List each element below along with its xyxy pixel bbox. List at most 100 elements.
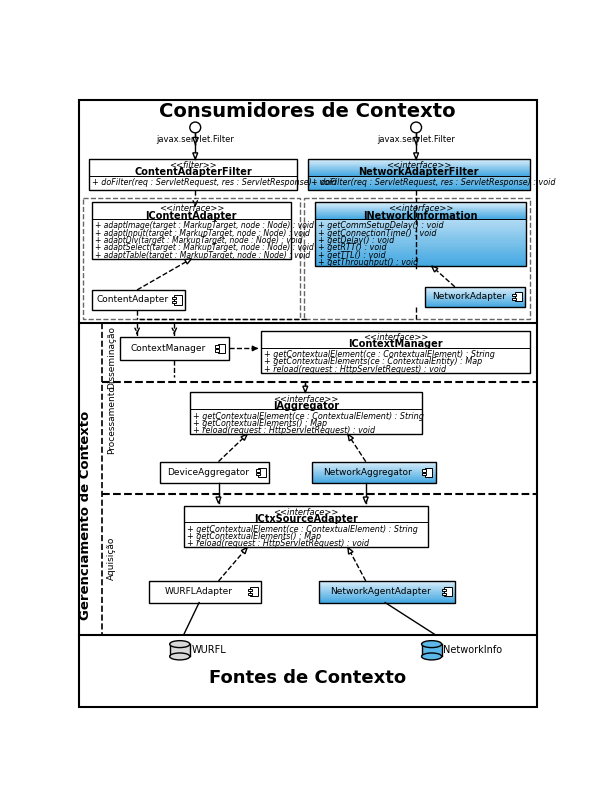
Text: + getContextualElement(ce : ContextualElement) : String: + getContextualElement(ce : ContextualEl…	[264, 350, 495, 359]
Polygon shape	[241, 435, 247, 440]
Bar	[425, 291, 525, 292]
Bar	[425, 290, 525, 291]
Bar	[311, 463, 436, 465]
Bar	[218, 344, 225, 353]
Bar	[255, 469, 260, 471]
Text: <<interface>>: <<interface>>	[159, 205, 224, 213]
Bar	[421, 644, 442, 657]
Bar	[319, 583, 455, 584]
Bar	[308, 168, 530, 169]
Bar	[308, 172, 530, 173]
Ellipse shape	[421, 653, 442, 660]
Bar	[311, 466, 436, 467]
Bar	[308, 178, 530, 180]
Text: IContentAdapter: IContentAdapter	[145, 211, 237, 221]
Text: + doFilter(req : ServletRequest, res : ServletResponse) : void: + doFilter(req : ServletRequest, res : S…	[92, 178, 337, 187]
Bar	[308, 172, 530, 173]
Bar	[316, 203, 526, 205]
Bar	[316, 243, 526, 245]
Bar	[308, 176, 530, 177]
Text: + getContextualElement(ce : ContextualElement) : String: + getContextualElement(ce : ContextualEl…	[187, 525, 418, 534]
Bar	[316, 213, 526, 214]
Bar	[316, 208, 526, 209]
Polygon shape	[413, 137, 419, 144]
Bar	[425, 302, 525, 304]
Bar	[319, 581, 455, 582]
Bar	[311, 474, 436, 475]
Bar	[92, 202, 290, 259]
Bar	[311, 480, 436, 482]
Bar	[319, 593, 455, 594]
Bar	[308, 170, 530, 171]
Bar	[311, 463, 436, 464]
Bar	[304, 197, 530, 319]
Bar	[248, 589, 252, 591]
Bar	[308, 159, 530, 176]
Bar	[172, 300, 176, 303]
Bar	[316, 215, 526, 216]
Text: ICtxSourceAdapter: ICtxSourceAdapter	[254, 514, 358, 524]
Bar	[425, 301, 525, 303]
Bar	[308, 180, 530, 181]
Bar	[316, 205, 526, 206]
Bar	[319, 592, 455, 593]
Bar	[316, 232, 526, 234]
Text: NetworkAdapter: NetworkAdapter	[432, 292, 506, 301]
Bar	[308, 185, 530, 186]
Text: + adaptDiv(target : MarkupTarget, node : Node) : void: + adaptDiv(target : MarkupTarget, node :…	[96, 236, 303, 245]
Bar	[311, 476, 436, 477]
Bar	[311, 462, 436, 463]
Bar	[425, 287, 525, 307]
Bar	[316, 202, 526, 219]
Bar	[319, 586, 455, 587]
Text: ContentAdapterFilter: ContentAdapterFilter	[134, 168, 252, 177]
Text: + getContextualElements(ce : ContextualEntity) : Map: + getContextualElements(ce : ContextualE…	[264, 357, 483, 366]
Text: + getCommSetupDelay() : void: + getCommSetupDelay() : void	[319, 221, 444, 230]
Text: <<filter>>: <<filter>>	[169, 161, 217, 170]
Bar	[261, 331, 530, 372]
Bar	[425, 288, 525, 289]
Bar	[425, 303, 525, 304]
Bar	[255, 473, 260, 475]
Bar	[316, 234, 526, 237]
Text: INetworkInformation: INetworkInformation	[364, 211, 478, 221]
Text: IContextManager: IContextManager	[348, 340, 443, 349]
Text: + adaptTable(target : MarkupTarget, node : Node) : void: + adaptTable(target : MarkupTarget, node…	[96, 251, 311, 260]
Bar	[425, 304, 525, 305]
Text: <<interface>>: <<interface>>	[388, 205, 454, 213]
Bar	[316, 247, 526, 249]
Text: WURFL: WURFL	[191, 646, 226, 655]
Polygon shape	[432, 266, 438, 272]
Bar	[319, 586, 455, 588]
Bar	[172, 297, 176, 299]
Bar	[425, 295, 525, 296]
Bar	[319, 582, 455, 583]
Bar	[311, 468, 436, 469]
Bar	[316, 211, 526, 212]
Bar	[308, 166, 530, 167]
Polygon shape	[185, 259, 191, 264]
Bar	[308, 183, 530, 184]
Bar	[311, 469, 436, 470]
Text: <<interface>>: <<interface>>	[273, 508, 338, 517]
Bar	[308, 177, 530, 179]
Text: <<interface>>: <<interface>>	[273, 395, 339, 403]
Bar	[308, 189, 530, 190]
Bar	[308, 163, 530, 165]
Bar	[308, 184, 530, 185]
Bar	[319, 581, 455, 602]
Bar	[423, 469, 426, 471]
Ellipse shape	[169, 653, 190, 660]
Bar	[308, 188, 530, 189]
Bar	[316, 228, 526, 230]
Text: <<interface>>: <<interface>>	[363, 333, 429, 342]
Text: NetworkAdapterFilter: NetworkAdapterFilter	[359, 168, 479, 177]
Bar	[316, 257, 526, 260]
Bar	[311, 479, 436, 481]
Polygon shape	[303, 386, 308, 392]
Bar	[316, 211, 526, 213]
Bar	[311, 471, 436, 473]
Text: + getConnectionTime() : void: + getConnectionTime() : void	[319, 229, 437, 238]
Text: + getContextualElement(ce : ContextualElement) : String: + getContextualElement(ce : ContextualEl…	[193, 411, 424, 420]
Text: + getDelay() : void: + getDelay() : void	[319, 236, 395, 245]
